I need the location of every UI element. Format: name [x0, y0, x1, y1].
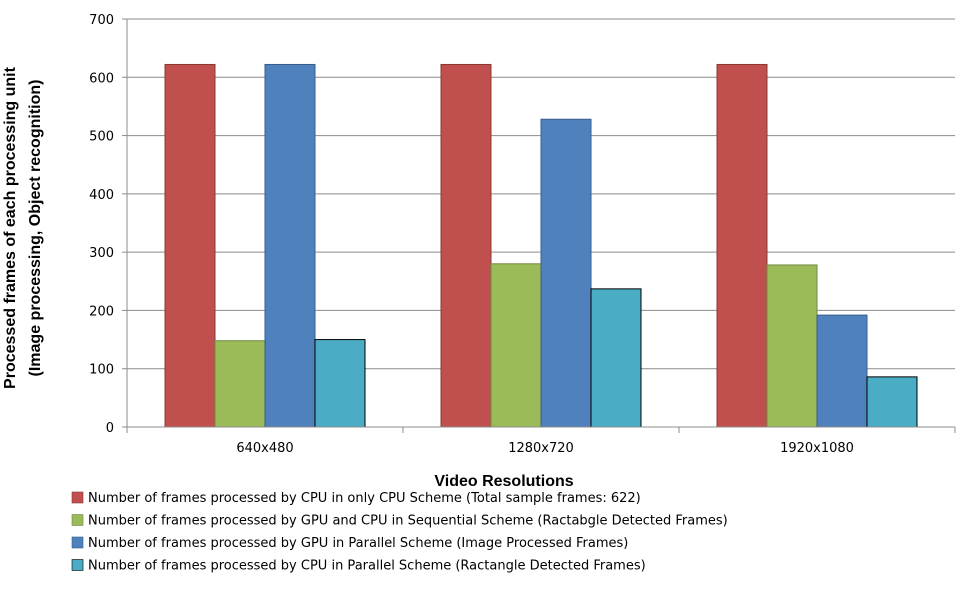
legend-swatch — [71, 559, 84, 571]
y-axis-label-line-2: (Image processing, Object recognition) — [27, 80, 44, 377]
bar — [314, 339, 366, 428]
legend: Number of frames processed by CPU in onl… — [71, 491, 728, 574]
bar — [590, 288, 642, 428]
legend-label: Number of frames processed by GPU in Par… — [88, 536, 628, 551]
bar — [716, 63, 768, 428]
bars — [164, 63, 918, 428]
legend-swatch — [71, 536, 84, 549]
y-tick-label: 600 — [89, 71, 114, 86]
y-axis-label-line-1: Processed frames of each processing unit — [2, 66, 19, 389]
y-tick-label: 700 — [89, 13, 114, 28]
x-tick-label: 1280x720 — [508, 441, 574, 456]
x-tick-label: 640x480 — [236, 441, 293, 456]
bar — [164, 63, 216, 428]
y-tick-label: 500 — [89, 130, 114, 145]
bar — [816, 314, 868, 428]
x-tick-label: 1920x1080 — [780, 441, 854, 456]
bar — [540, 118, 592, 428]
y-tick-labels: 0 100 200 300 400 500 600 700 — [89, 13, 114, 436]
legend-swatch — [71, 491, 84, 504]
y-tick-label: 200 — [89, 304, 114, 319]
y-tick-label: 100 — [89, 363, 114, 378]
bar — [766, 264, 818, 428]
legend-swatch — [71, 514, 84, 526]
bar — [264, 63, 316, 428]
bar — [214, 340, 266, 428]
legend-label: Number of frames processed by CPU in onl… — [88, 491, 641, 506]
y-tick-label: 400 — [89, 188, 114, 203]
bar — [866, 376, 918, 428]
x-tick-labels: 640x480 1280x720 1920x1080 — [236, 441, 854, 456]
x-axis-label: Video Resolutions — [434, 473, 573, 490]
legend-label: Number of frames processed by GPU and CP… — [88, 514, 728, 529]
y-tick-label: 0 — [106, 421, 114, 436]
bar — [490, 263, 542, 428]
axes — [122, 18, 956, 433]
legend-label: Number of frames processed by CPU in Par… — [88, 559, 646, 574]
bar — [440, 63, 492, 428]
y-tick-label: 300 — [89, 246, 114, 261]
